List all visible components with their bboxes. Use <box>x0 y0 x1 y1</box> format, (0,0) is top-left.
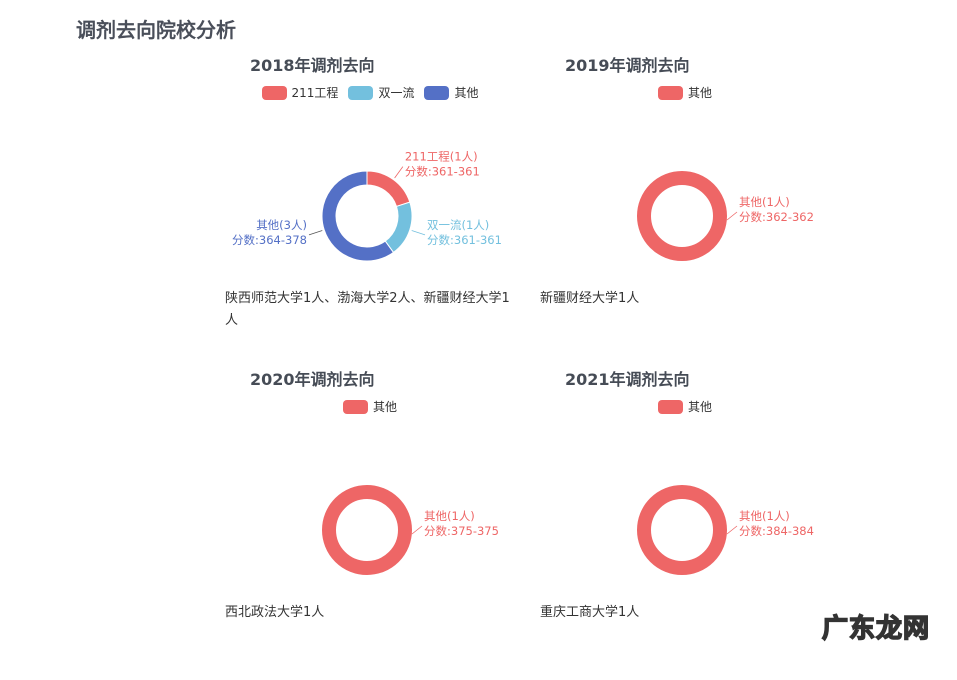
legend-label: 双一流 <box>378 86 415 100</box>
donut-chart: 其他(1人)分数:384-384 <box>637 485 814 575</box>
chart-panel-3: 2021年调剂去向 其他 重庆工商大学1人 其他(1人) 分数:384-384 <box>540 366 855 680</box>
slice-label: 其他(1人) <box>739 195 790 209</box>
chart-legend: 其他 <box>540 398 830 415</box>
chart-title: 2018年调剂去向 <box>250 56 375 75</box>
donut-slice-双一流[interactable] <box>384 201 413 254</box>
label-line <box>411 230 426 236</box>
legend-label: 211工程 <box>291 86 339 100</box>
legend-swatch <box>261 85 287 100</box>
slice-label: 其他(1人) <box>739 509 790 523</box>
chart-legend: 其他 <box>225 398 515 415</box>
chart-panel-1: 2019年调剂去向 其他 新疆财经大学1人 其他(1人) 分数:362-362 <box>540 52 855 366</box>
legend-item[interactable]: 其他 <box>657 398 712 415</box>
label-line <box>411 525 423 535</box>
legend-label: 其他 <box>372 400 397 414</box>
slice-score: 分数:361-361 <box>427 233 502 247</box>
donut-slice-其他[interactable] <box>322 485 412 575</box>
label-line <box>394 166 404 179</box>
legend-item[interactable]: 其他 <box>342 398 397 415</box>
slice-score: 分数:362-362 <box>739 210 814 224</box>
slice-score: 分数:364-378 <box>232 233 307 247</box>
legend-swatch <box>657 85 683 100</box>
slice-score: 分数:384-384 <box>739 524 814 538</box>
label-line <box>726 211 738 221</box>
legend-swatch <box>342 399 368 414</box>
legend-item[interactable]: 211工程 <box>261 84 339 101</box>
label-line <box>308 230 323 236</box>
slice-score: 分数:375-375 <box>424 524 499 538</box>
slice-score: 分数:361-361 <box>405 165 480 179</box>
donut-slice-211工程[interactable] <box>366 170 411 208</box>
chart-description: 新疆财经大学1人 <box>540 291 640 306</box>
legend-item[interactable]: 双一流 <box>348 84 414 101</box>
chart-title: 2019年调剂去向 <box>565 56 690 75</box>
legend-swatch <box>348 85 374 100</box>
chart-title: 2020年调剂去向 <box>250 370 375 389</box>
chart-title: 2021年调剂去向 <box>565 370 690 389</box>
chart-description: 西北政法大学1人 <box>225 605 325 620</box>
donut-slice-其他[interactable] <box>637 171 727 261</box>
chart-panel-2: 2020年调剂去向 其他 西北政法大学1人 其他(1人) 分数:375-375 <box>225 366 540 680</box>
legend-label: 其他 <box>687 400 712 414</box>
legend-swatch <box>424 85 450 100</box>
donut-chart: 其他(1人)分数:362-362 <box>637 171 814 261</box>
watermark: 广东龙网 <box>821 613 931 645</box>
legend-label: 其他 <box>454 86 479 100</box>
chart-legend: 211工程 双一流 其他 <box>225 84 515 101</box>
chart-legend: 其他 <box>540 84 830 101</box>
legend-item[interactable]: 其他 <box>657 84 712 101</box>
slice-label: 其他(1人) <box>424 509 475 523</box>
donut-chart: 其他(1人)分数:375-375 <box>322 485 499 575</box>
slice-label: 双一流(1人) <box>427 218 489 232</box>
slice-label: 211工程(1人) <box>405 150 478 164</box>
donut-slice-其他[interactable] <box>321 170 395 262</box>
page-title: 调剂去向院校分析 <box>76 18 236 42</box>
donut-slice-其他[interactable] <box>637 485 727 575</box>
chart-description: 重庆工商大学1人 <box>540 605 640 620</box>
legend-item[interactable]: 其他 <box>424 84 478 101</box>
chart-panel-0: 2018年调剂去向 211工程 双一流 其他 陕西师范大学1人、渤海大学2人、新疆财… <box>225 52 540 366</box>
legend-label: 其他 <box>687 86 712 100</box>
legend-swatch <box>657 399 683 414</box>
chart-description: 陕西师范大学1人、渤海大学2人、新疆财经大学1人 <box>225 291 510 328</box>
label-line <box>726 525 738 535</box>
slice-label: 其他(3人) <box>256 218 307 232</box>
donut-chart: 211工程(1人)分数:361-361双一流(1人)分数:361-361其他(3… <box>232 150 502 262</box>
